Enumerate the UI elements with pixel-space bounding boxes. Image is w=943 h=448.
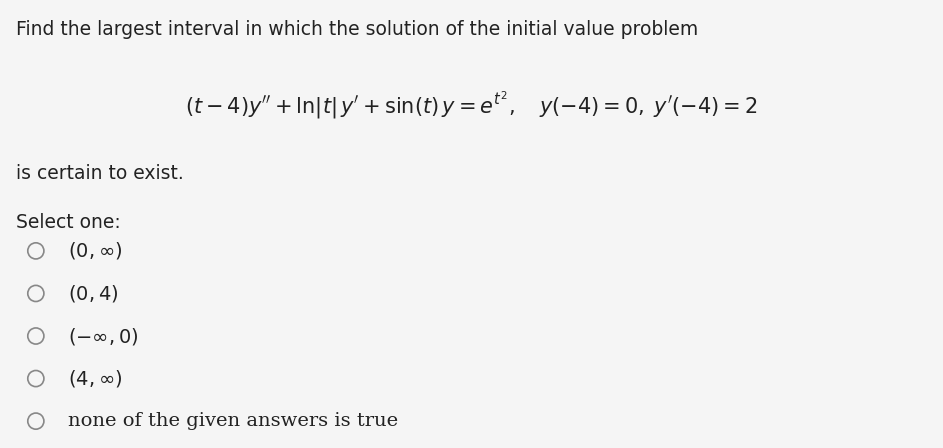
Text: $(0, 4)$: $(0, 4)$ — [68, 283, 118, 304]
Text: none of the given answers is true: none of the given answers is true — [68, 412, 398, 430]
Text: $(t - 4)y'' + \ln|t|\, y' + \sin(t)\, y = e^{t^2}, \quad y(-4) = 0,\; y'(-4) = 2: $(t - 4)y'' + \ln|t|\, y' + \sin(t)\, y … — [185, 90, 758, 121]
Text: Find the largest interval in which the solution of the initial value problem: Find the largest interval in which the s… — [16, 20, 698, 39]
Text: $(-\infty, 0)$: $(-\infty, 0)$ — [68, 326, 139, 346]
Text: is certain to exist.: is certain to exist. — [16, 164, 184, 182]
Text: $(4, \infty)$: $(4, \infty)$ — [68, 368, 123, 389]
Text: Select one:: Select one: — [16, 213, 121, 232]
Text: $(0, \infty)$: $(0, \infty)$ — [68, 241, 123, 261]
